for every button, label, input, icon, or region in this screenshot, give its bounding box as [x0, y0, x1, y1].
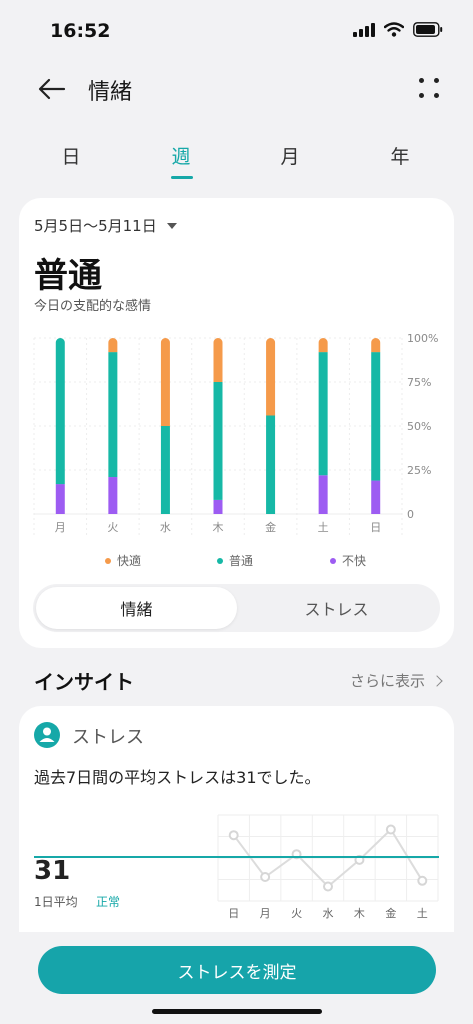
- emotion-bar-chart: 0 25% 50% 75% 100% 月 火 水 木 金 土 日: [33, 332, 438, 536]
- stress-point: [417, 875, 428, 886]
- stress-point: [228, 830, 239, 841]
- arrow-left-icon: [38, 78, 66, 100]
- legend-dot: [330, 557, 336, 564]
- segment-emotion[interactable]: 情緒: [36, 587, 237, 629]
- show-more-link[interactable]: さらに表示: [349, 670, 443, 691]
- y-tick-label: 50%: [407, 420, 431, 433]
- tab-month[interactable]: 月: [280, 146, 300, 168]
- bar-segment: [55, 484, 65, 514]
- bar-segment: [318, 352, 328, 476]
- bar-segment: [318, 338, 328, 353]
- tab-day[interactable]: 日: [61, 146, 81, 168]
- bar-segment: [266, 338, 276, 416]
- emotion-stress-toggle: 情緒 ストレス: [33, 584, 440, 632]
- average-stress-label: 1日平均: [34, 895, 78, 909]
- bar-segment: [213, 499, 223, 514]
- insights-heading: インサイト: [34, 670, 134, 694]
- chart-legend: 快適 普通 不快: [19, 552, 454, 572]
- emotion-card: 5月5日〜5月11日 普通 今日の支配的な感情 0 25% 50% 75% 100% 月 火…: [19, 198, 454, 648]
- y-tick-label: 75%: [407, 376, 431, 389]
- x-tick-label: 水: [160, 521, 171, 534]
- y-tick-label: 0: [407, 508, 414, 521]
- legend-label: 不快: [342, 554, 367, 568]
- back-button[interactable]: [36, 74, 68, 104]
- status-icons: [353, 22, 443, 37]
- bar-segment: [108, 352, 118, 478]
- tab-week[interactable]: 週: [171, 146, 191, 168]
- bar-segment: [371, 352, 381, 481]
- x-tick-label: 木: [354, 907, 365, 920]
- bar-segment: [213, 338, 223, 382]
- tab-year[interactable]: 年: [390, 146, 410, 168]
- stress-line-chart: 日月火水木金土: [34, 814, 439, 920]
- measure-stress-button[interactable]: ストレスを測定: [38, 946, 436, 994]
- x-tick-label: 土: [318, 521, 329, 534]
- stress-insight-card[interactable]: ストレス 過去7日間の平均ストレスは31でした。 日 月 火 水 木 金 土 31 1日平均…: [19, 706, 454, 946]
- x-tick-label: 土: [417, 907, 428, 920]
- stress-person-icon: [34, 722, 60, 748]
- stress-summary-text: 過去7日間の平均ストレスは31でした。: [34, 768, 321, 787]
- x-tick-label: 金: [265, 520, 276, 534]
- tab-underline: [171, 176, 193, 179]
- header: 情緒: [0, 62, 473, 116]
- average-stress-value: 31: [34, 856, 71, 886]
- legend-item-neutral: 普通: [217, 552, 253, 569]
- stress-point: [260, 872, 271, 882]
- dominant-emotion-caption: 今日の支配的な感情: [34, 299, 152, 314]
- show-more-label: さらに表示: [349, 672, 425, 690]
- bar-segment: [160, 338, 170, 426]
- x-tick-label: 日: [228, 907, 239, 920]
- stress-point: [323, 881, 333, 892]
- bar-segment: [160, 426, 170, 514]
- x-tick-label: 火: [107, 521, 118, 534]
- status-time: 16:52: [50, 20, 111, 42]
- bar-segment: [318, 475, 328, 514]
- x-tick-label: 木: [213, 521, 224, 534]
- page-title: 情緒: [88, 80, 133, 105]
- bar-segment: [371, 480, 381, 514]
- stress-status-badge: 正常: [96, 895, 121, 909]
- legend-item-pleasant: 快適: [105, 552, 141, 569]
- legend-item-unpleasant: 不快: [330, 552, 366, 569]
- stress-point: [385, 824, 396, 835]
- caret-down-icon: [166, 222, 177, 229]
- x-tick-label: 月: [55, 521, 66, 534]
- x-tick-label: 金: [385, 906, 396, 920]
- stress-card-title: ストレス: [72, 727, 144, 748]
- segment-stress[interactable]: ストレス: [304, 600, 369, 619]
- dots-grid-icon: [419, 78, 424, 83]
- x-tick-label: 月: [260, 907, 271, 920]
- period-tabs: 日 週 月 年: [0, 136, 473, 186]
- legend-dot: [105, 557, 111, 564]
- dominant-emotion: 普通: [34, 256, 102, 296]
- x-tick-label: 火: [291, 907, 302, 920]
- legend-dot: [217, 557, 223, 564]
- status-bar: 16:52: [0, 0, 473, 62]
- y-tick-label: 25%: [407, 464, 431, 477]
- legend-label: 快適: [117, 554, 142, 568]
- more-options-button[interactable]: [417, 76, 443, 102]
- date-range-selector[interactable]: 5月5日〜5月11日: [34, 215, 177, 236]
- x-tick-label: 水: [323, 907, 334, 920]
- wifi-icon: [384, 22, 404, 37]
- bar-segment: [213, 382, 223, 500]
- bar-segment: [108, 338, 118, 353]
- bar-segment: [266, 415, 276, 514]
- bar-segment: [371, 338, 381, 353]
- chevron-right-icon: [431, 674, 443, 687]
- cellular-signal-icon: [353, 22, 375, 37]
- date-range-label: 5月5日〜5月11日: [34, 217, 157, 235]
- bar-segment: [108, 477, 118, 514]
- x-tick-label: 日: [370, 521, 381, 534]
- battery-icon: [413, 22, 443, 37]
- home-indicator: [152, 1009, 322, 1014]
- bar-segment: [55, 338, 65, 485]
- y-tick-label: 100%: [407, 332, 438, 345]
- legend-label: 普通: [229, 554, 254, 568]
